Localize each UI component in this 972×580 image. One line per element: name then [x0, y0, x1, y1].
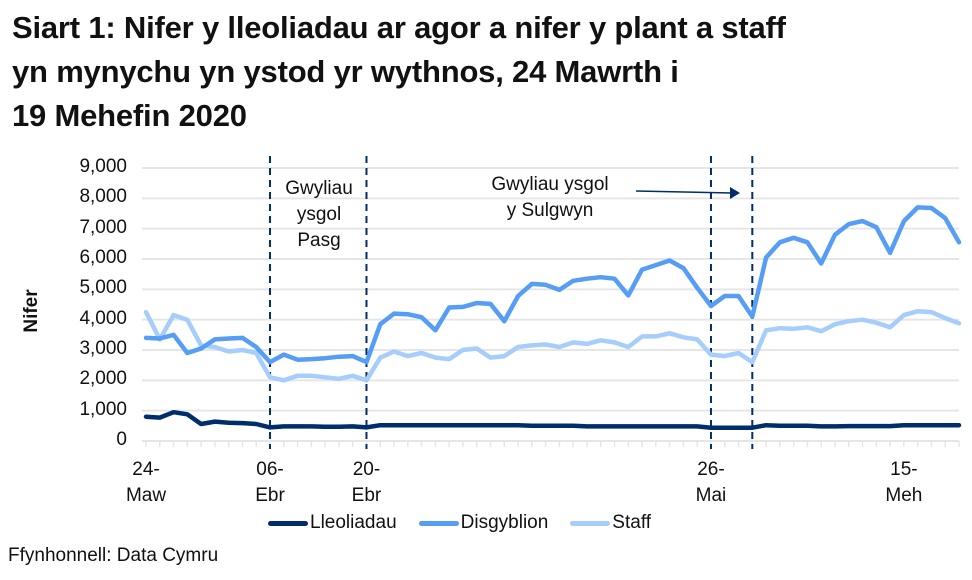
arrow-head-icon: [730, 187, 740, 199]
y-tick-label: 2,000: [79, 368, 127, 390]
chart-legend: Lleoliadau Disgyblion Staff: [268, 512, 673, 534]
y-tick-label: 7,000: [79, 216, 127, 238]
x-tick-label: 24- Maw: [125, 459, 167, 506]
y-tick-label: 0: [116, 429, 127, 450]
y-tick-label: 1,000: [79, 398, 127, 420]
legend-label-disgyblion: Disgyblion: [460, 512, 549, 533]
x-tick-label: 06- Ebr: [255, 459, 285, 506]
legend-label-staff: Staff: [612, 512, 652, 533]
y-tick-label: 8,000: [79, 186, 127, 208]
legend-label-lleoliadau: Lleoliadau: [310, 512, 397, 533]
annotation-arrow: [635, 190, 733, 194]
y-tick-label: 3,000: [79, 338, 127, 359]
legend-swatch-disgyblion: [418, 520, 459, 526]
source-note: Ffynhonnell: Data Cymru: [8, 545, 219, 566]
legend-item-staff: Staff: [570, 512, 651, 534]
chart-title-line-1: Siart 1: Nifer y lleoliadau ar agor a ni…: [12, 10, 786, 45]
annotation-whitsun-holiday: Gwyliau ysgol y Sulgwyn: [470, 172, 630, 224]
y-tick-label: 9,000: [79, 156, 127, 177]
legend-item-lleoliadau: Lleoliadau: [268, 512, 397, 534]
y-tick-label: 6,000: [79, 247, 127, 268]
annotation-whitsun-line-2: y Sulgwyn: [506, 200, 594, 221]
chart-title-line-3: 19 Mehefin 2020: [12, 98, 247, 133]
x-tick-label: 20- Ebr: [351, 459, 382, 506]
annotation-easter-line-3: Pasg: [297, 230, 341, 251]
y-tick-label: 5,000: [79, 277, 127, 299]
x-tick-label: 26- Mai: [695, 459, 727, 506]
series-line-lleoliadau: [143, 409, 962, 430]
chart-title-line-2: yn mynychu yn ystod yr wythnos, 24 Mawrt…: [12, 54, 679, 89]
annotation-whitsun-line-1: Gwyliau ysgol: [491, 174, 609, 195]
annotation-easter-holiday: Gwyliau ysgol Pasg: [272, 176, 366, 254]
legend-item-disgyblion: Disgyblion: [418, 512, 549, 534]
legend-swatch-staff: [570, 520, 611, 526]
annotation-easter-line-2: ysgol: [296, 204, 342, 225]
series-line-staff: [143, 308, 962, 383]
series-line-disgyblion: [143, 205, 962, 365]
chart-title: Siart 1: Nifer y lleoliadau ar agor a ni…: [12, 6, 962, 138]
legend-swatch-lleoliadau: [268, 520, 308, 526]
y-tick-label: 4,000: [79, 307, 127, 329]
annotation-easter-line-1: Gwyliau: [285, 178, 353, 199]
x-tick-label: 15- Meh: [885, 459, 923, 506]
